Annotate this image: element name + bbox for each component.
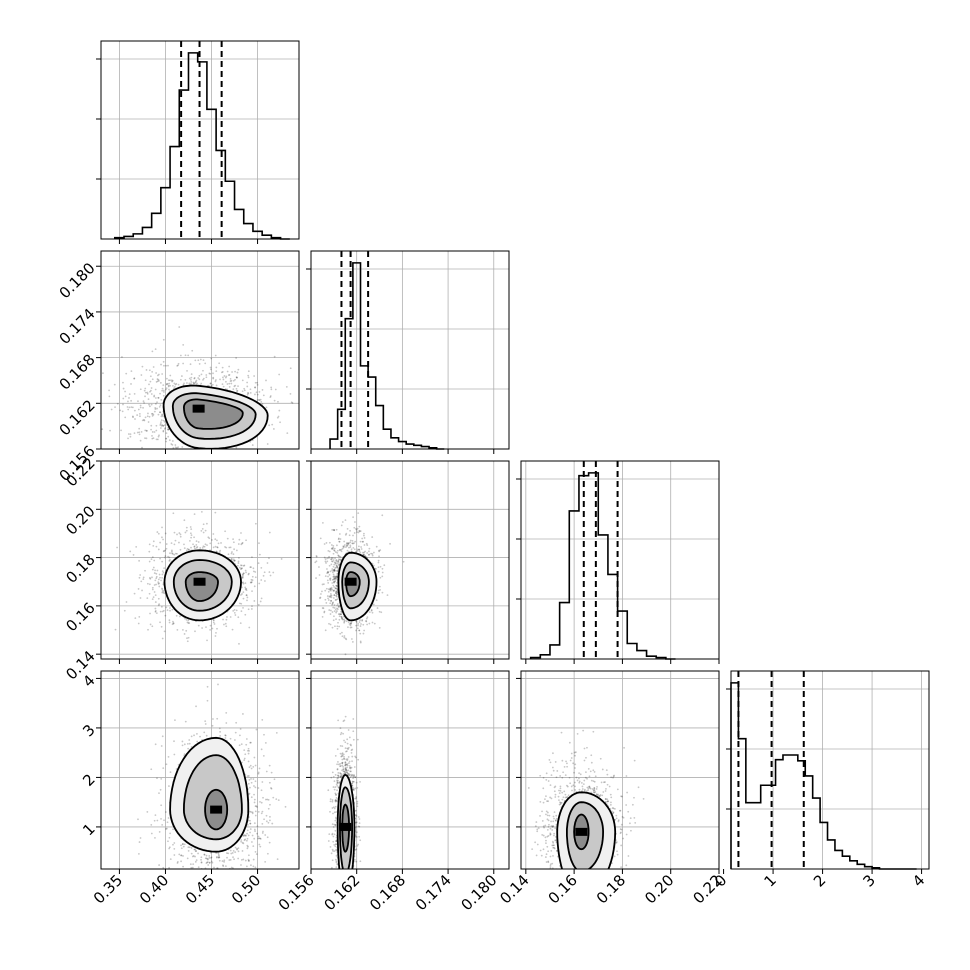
panel-frame <box>730 670 930 870</box>
y-tick-label: 0.162 <box>56 396 99 439</box>
y-tick-label: 0.16 <box>62 599 98 635</box>
scatter-panel-0-2: 0.140.160.180.200.22 <box>62 454 300 683</box>
panel-frame <box>100 670 300 870</box>
x-tick-label: 2 <box>810 871 829 890</box>
y-tick-label: 0.18 <box>62 551 98 587</box>
scatter-panel-2-3: 0.14 0.16 0.18 0.20 0.22 <box>496 670 726 907</box>
panel-frame <box>310 670 510 870</box>
y-tick-label: 0.168 <box>56 351 99 394</box>
histogram-step-line <box>114 52 290 240</box>
panel-frame <box>520 670 720 870</box>
panel-frame <box>310 460 510 660</box>
scatter-panel-1-3: 0.156 0.162 0.168 0.174 0.180 <box>275 670 510 914</box>
density-peak <box>192 404 205 413</box>
x-tick-label: 0.180 <box>457 871 500 914</box>
x-tick-label: 0.14 <box>496 871 532 907</box>
x-tick-label: 4 <box>909 871 928 890</box>
x-tick-label: 0.45 <box>182 871 218 907</box>
x-tick-label: 3 <box>859 871 878 890</box>
histogram-panel-1 <box>306 250 510 454</box>
x-tick-label: 0.162 <box>320 871 363 914</box>
x-tick-label: 0.20 <box>641 871 677 907</box>
histogram-panel-2 <box>516 460 720 664</box>
panel-frame <box>100 250 300 450</box>
x-tick-label: 0.50 <box>228 871 264 907</box>
panel-frame <box>520 460 720 660</box>
x-tick-label: 0.168 <box>366 871 409 914</box>
panel-frame <box>310 250 510 450</box>
density-peak <box>344 577 357 586</box>
density-peak <box>575 827 588 836</box>
histogram-panel-0 <box>96 40 300 244</box>
density-peak <box>339 822 352 831</box>
x-tick-label: 0.174 <box>412 871 455 914</box>
density-peak <box>210 805 223 814</box>
histogram-step-line <box>529 472 676 660</box>
scatter-panel-1-2 <box>306 460 510 664</box>
panel-frame <box>100 460 300 660</box>
density-peak <box>193 577 206 586</box>
y-tick-label: 4 <box>79 671 98 690</box>
y-tick-label: 3 <box>79 721 98 740</box>
x-tick-label: 0.156 <box>275 871 318 914</box>
x-tick-label: 0.35 <box>90 871 126 907</box>
y-tick-label: 0.180 <box>56 259 99 302</box>
histogram-step-line <box>329 262 445 450</box>
scatter-panel-0-3: 0.35 0.40 0.45 0.50 1 2 3 4 <box>79 670 300 907</box>
x-tick-label: 0.40 <box>136 871 172 907</box>
y-tick-label: 0.20 <box>62 502 98 538</box>
x-tick-label: 0.18 <box>593 871 629 907</box>
histogram-step-line <box>730 682 917 870</box>
y-tick-label: 2 <box>79 770 98 789</box>
x-tick-label: 0.16 <box>545 871 581 907</box>
panel-frame <box>100 40 300 240</box>
x-tick-label: 1 <box>760 871 779 890</box>
y-tick-label: 0.174 <box>56 305 99 348</box>
y-tick-label: 1 <box>79 820 98 839</box>
